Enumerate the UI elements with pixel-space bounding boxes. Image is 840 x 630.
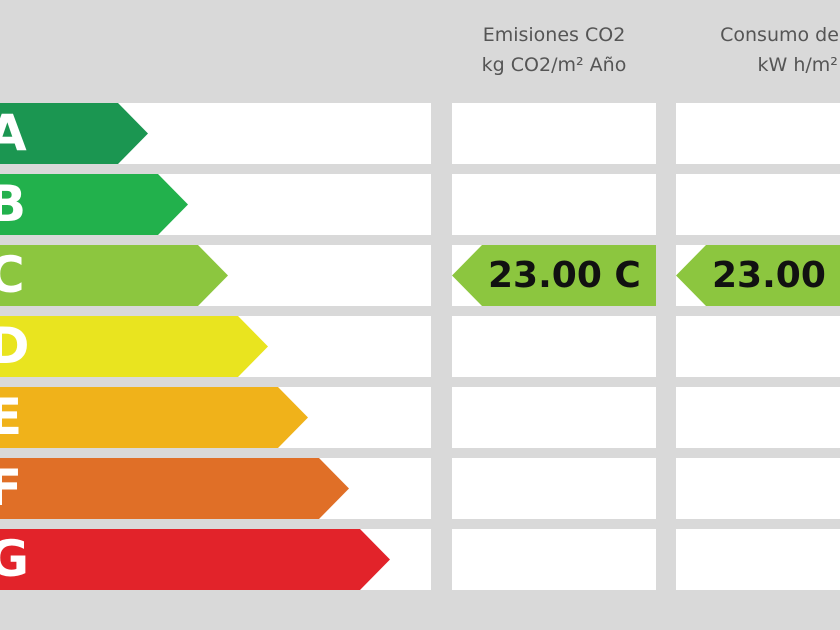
co2-cell (452, 103, 656, 164)
band-f: F (0, 458, 349, 519)
energy-column-header: Consumo de En kW h/m² Añ (669, 20, 840, 80)
energy-cell (676, 174, 840, 235)
band-d: D (0, 316, 268, 377)
co2-cell (452, 529, 656, 590)
band-e: E (0, 387, 308, 448)
band-letter: A (0, 104, 27, 162)
band-g: G (0, 529, 390, 590)
band-b: B (0, 174, 188, 235)
co2-header-unit: kg CO2/m² Año (481, 54, 627, 76)
energy-cell (676, 458, 840, 519)
co2-header-title: Emisiones CO2 (482, 24, 626, 46)
energy-cell: 23.00 C (676, 245, 840, 306)
co2-column-header: Emisiones CO2 kg CO2/m² Año (452, 20, 656, 80)
scale-cell: B (0, 174, 431, 235)
energy-cell (676, 529, 840, 590)
scale-cell: D (0, 316, 431, 377)
scale-cell: C (0, 245, 431, 306)
co2-cell (452, 316, 656, 377)
band-letter: G (0, 530, 30, 588)
co2-cell (452, 174, 656, 235)
co2-cell (452, 387, 656, 448)
band-a: A (0, 103, 148, 164)
energy-header-unit: kW h/m² Añ (757, 54, 840, 76)
band-c: C (0, 245, 228, 306)
scale-cell: F (0, 458, 431, 519)
scale-cell: G (0, 529, 431, 590)
co2-rating-value: 23.00 C (488, 255, 641, 296)
energy-rating-arrow: 23.00 C (676, 245, 840, 306)
energy-cell (676, 387, 840, 448)
band-letter: E (0, 388, 23, 446)
scale-cell: E (0, 387, 431, 448)
energy-header-title: Consumo de En (720, 24, 840, 46)
energy-cell (676, 103, 840, 164)
band-letter: D (0, 317, 30, 375)
energy-rating-value: 23.00 C (712, 255, 840, 296)
scale-cell: A (0, 103, 431, 164)
co2-rating-arrow: 23.00 C (452, 245, 656, 306)
band-letter: C (0, 246, 25, 304)
band-letter: F (0, 459, 23, 517)
co2-cell (452, 458, 656, 519)
co2-cell: 23.00 C (452, 245, 656, 306)
band-letter: B (0, 175, 27, 233)
energy-cell (676, 316, 840, 377)
